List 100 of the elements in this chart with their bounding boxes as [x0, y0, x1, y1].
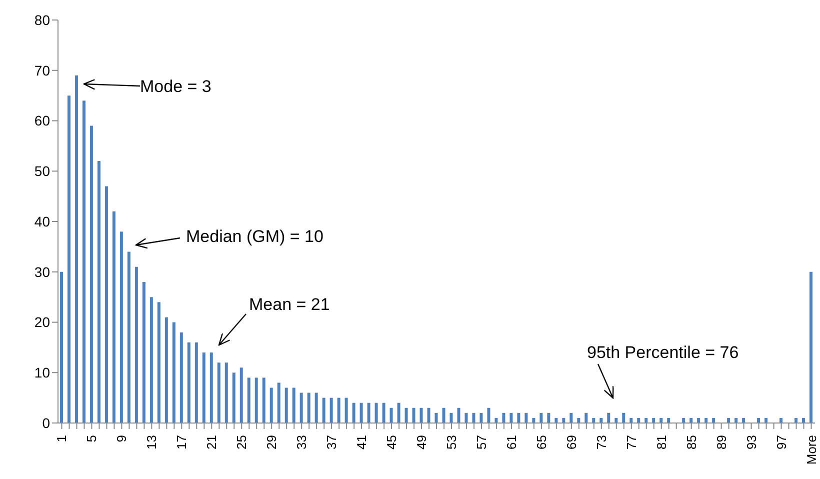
bar [300, 392, 303, 423]
bar [780, 418, 783, 423]
bar [277, 382, 280, 423]
bar [382, 402, 386, 423]
y-tick-label: 50 [34, 163, 50, 180]
bar [412, 408, 416, 423]
bar [577, 418, 580, 423]
x-tick-label: 61 [504, 435, 519, 450]
bar [464, 412, 468, 423]
bar [254, 378, 258, 423]
bar [630, 418, 633, 423]
y-tick-label: 10 [34, 364, 50, 381]
bar [712, 418, 716, 423]
bar [607, 412, 610, 423]
bar [164, 317, 168, 423]
bar [74, 75, 78, 423]
x-tick-label: 13 [144, 435, 160, 450]
bar [450, 412, 453, 423]
y-tick-label: 70 [34, 62, 50, 78]
bar [202, 352, 206, 423]
bar [690, 418, 693, 423]
x-tick-label: 53 [444, 435, 459, 450]
bar [187, 342, 190, 423]
x-tick-label: More [804, 435, 819, 465]
bar [457, 408, 460, 423]
x-tick-label: 57 [474, 435, 489, 450]
y-tick-label: 40 [34, 213, 50, 230]
bar [570, 412, 573, 423]
bar [247, 378, 250, 423]
bar [150, 297, 153, 423]
bar [404, 408, 408, 423]
bar [682, 418, 686, 423]
bar [742, 418, 746, 423]
y-tick-label: 30 [34, 264, 50, 280]
bar [232, 372, 236, 423]
bar [472, 412, 476, 423]
bar [764, 418, 768, 423]
x-tick-label: 65 [534, 435, 549, 450]
bar [427, 408, 430, 423]
bar [284, 388, 288, 423]
x-tick-label: 5 [84, 435, 100, 442]
bar [330, 398, 333, 423]
bar [584, 412, 588, 423]
x-tick-label: 25 [234, 435, 250, 450]
bar [600, 418, 603, 423]
bar [704, 418, 708, 423]
x-tick-label: 37 [324, 435, 340, 450]
bar [352, 402, 356, 423]
bar [344, 398, 348, 423]
bar [262, 378, 266, 423]
annotation: Mean = 21 [249, 295, 330, 314]
x-tick-label: 77 [624, 435, 639, 450]
bar [794, 418, 798, 423]
bar [397, 402, 400, 423]
bar [322, 398, 326, 423]
bar [524, 412, 528, 423]
bar [734, 418, 738, 423]
bar [727, 418, 730, 423]
x-tick-label: 29 [264, 435, 280, 450]
bar [120, 232, 123, 423]
bar [390, 408, 393, 423]
x-tick-label: 69 [564, 435, 579, 450]
bar [532, 418, 536, 423]
bar [134, 266, 138, 423]
bar [240, 368, 243, 423]
x-tick-label: 9 [114, 435, 130, 442]
x-tick-label: 89 [714, 435, 729, 450]
bar [307, 392, 310, 423]
bar [487, 408, 490, 423]
bar [434, 412, 438, 423]
bar [510, 412, 513, 423]
bar [810, 272, 813, 423]
bar [502, 412, 506, 423]
bar [194, 342, 198, 423]
bar [547, 412, 550, 423]
y-tick-label: 80 [34, 12, 50, 28]
bar [494, 418, 498, 423]
bar [667, 418, 670, 423]
annotation: Mode = 3 [140, 77, 212, 96]
bar [660, 418, 663, 423]
bar [374, 402, 378, 423]
bar [314, 392, 318, 423]
x-tick-label: 97 [774, 435, 789, 450]
bar [90, 126, 93, 423]
bar [82, 100, 86, 423]
bar [757, 418, 760, 423]
bar [270, 388, 273, 423]
bar [292, 388, 296, 423]
bar [652, 418, 656, 423]
x-tick-label: 85 [684, 435, 699, 450]
bar [554, 418, 558, 423]
bar [142, 282, 146, 423]
x-tick-label: 41 [354, 435, 370, 450]
bar [112, 211, 116, 423]
annotation: 95th Percentile = 76 [587, 343, 739, 362]
bar [592, 418, 596, 423]
bar [127, 252, 130, 423]
x-tick-label: 33 [294, 435, 310, 450]
x-tick-label: 1 [54, 435, 70, 442]
bar [614, 418, 618, 423]
